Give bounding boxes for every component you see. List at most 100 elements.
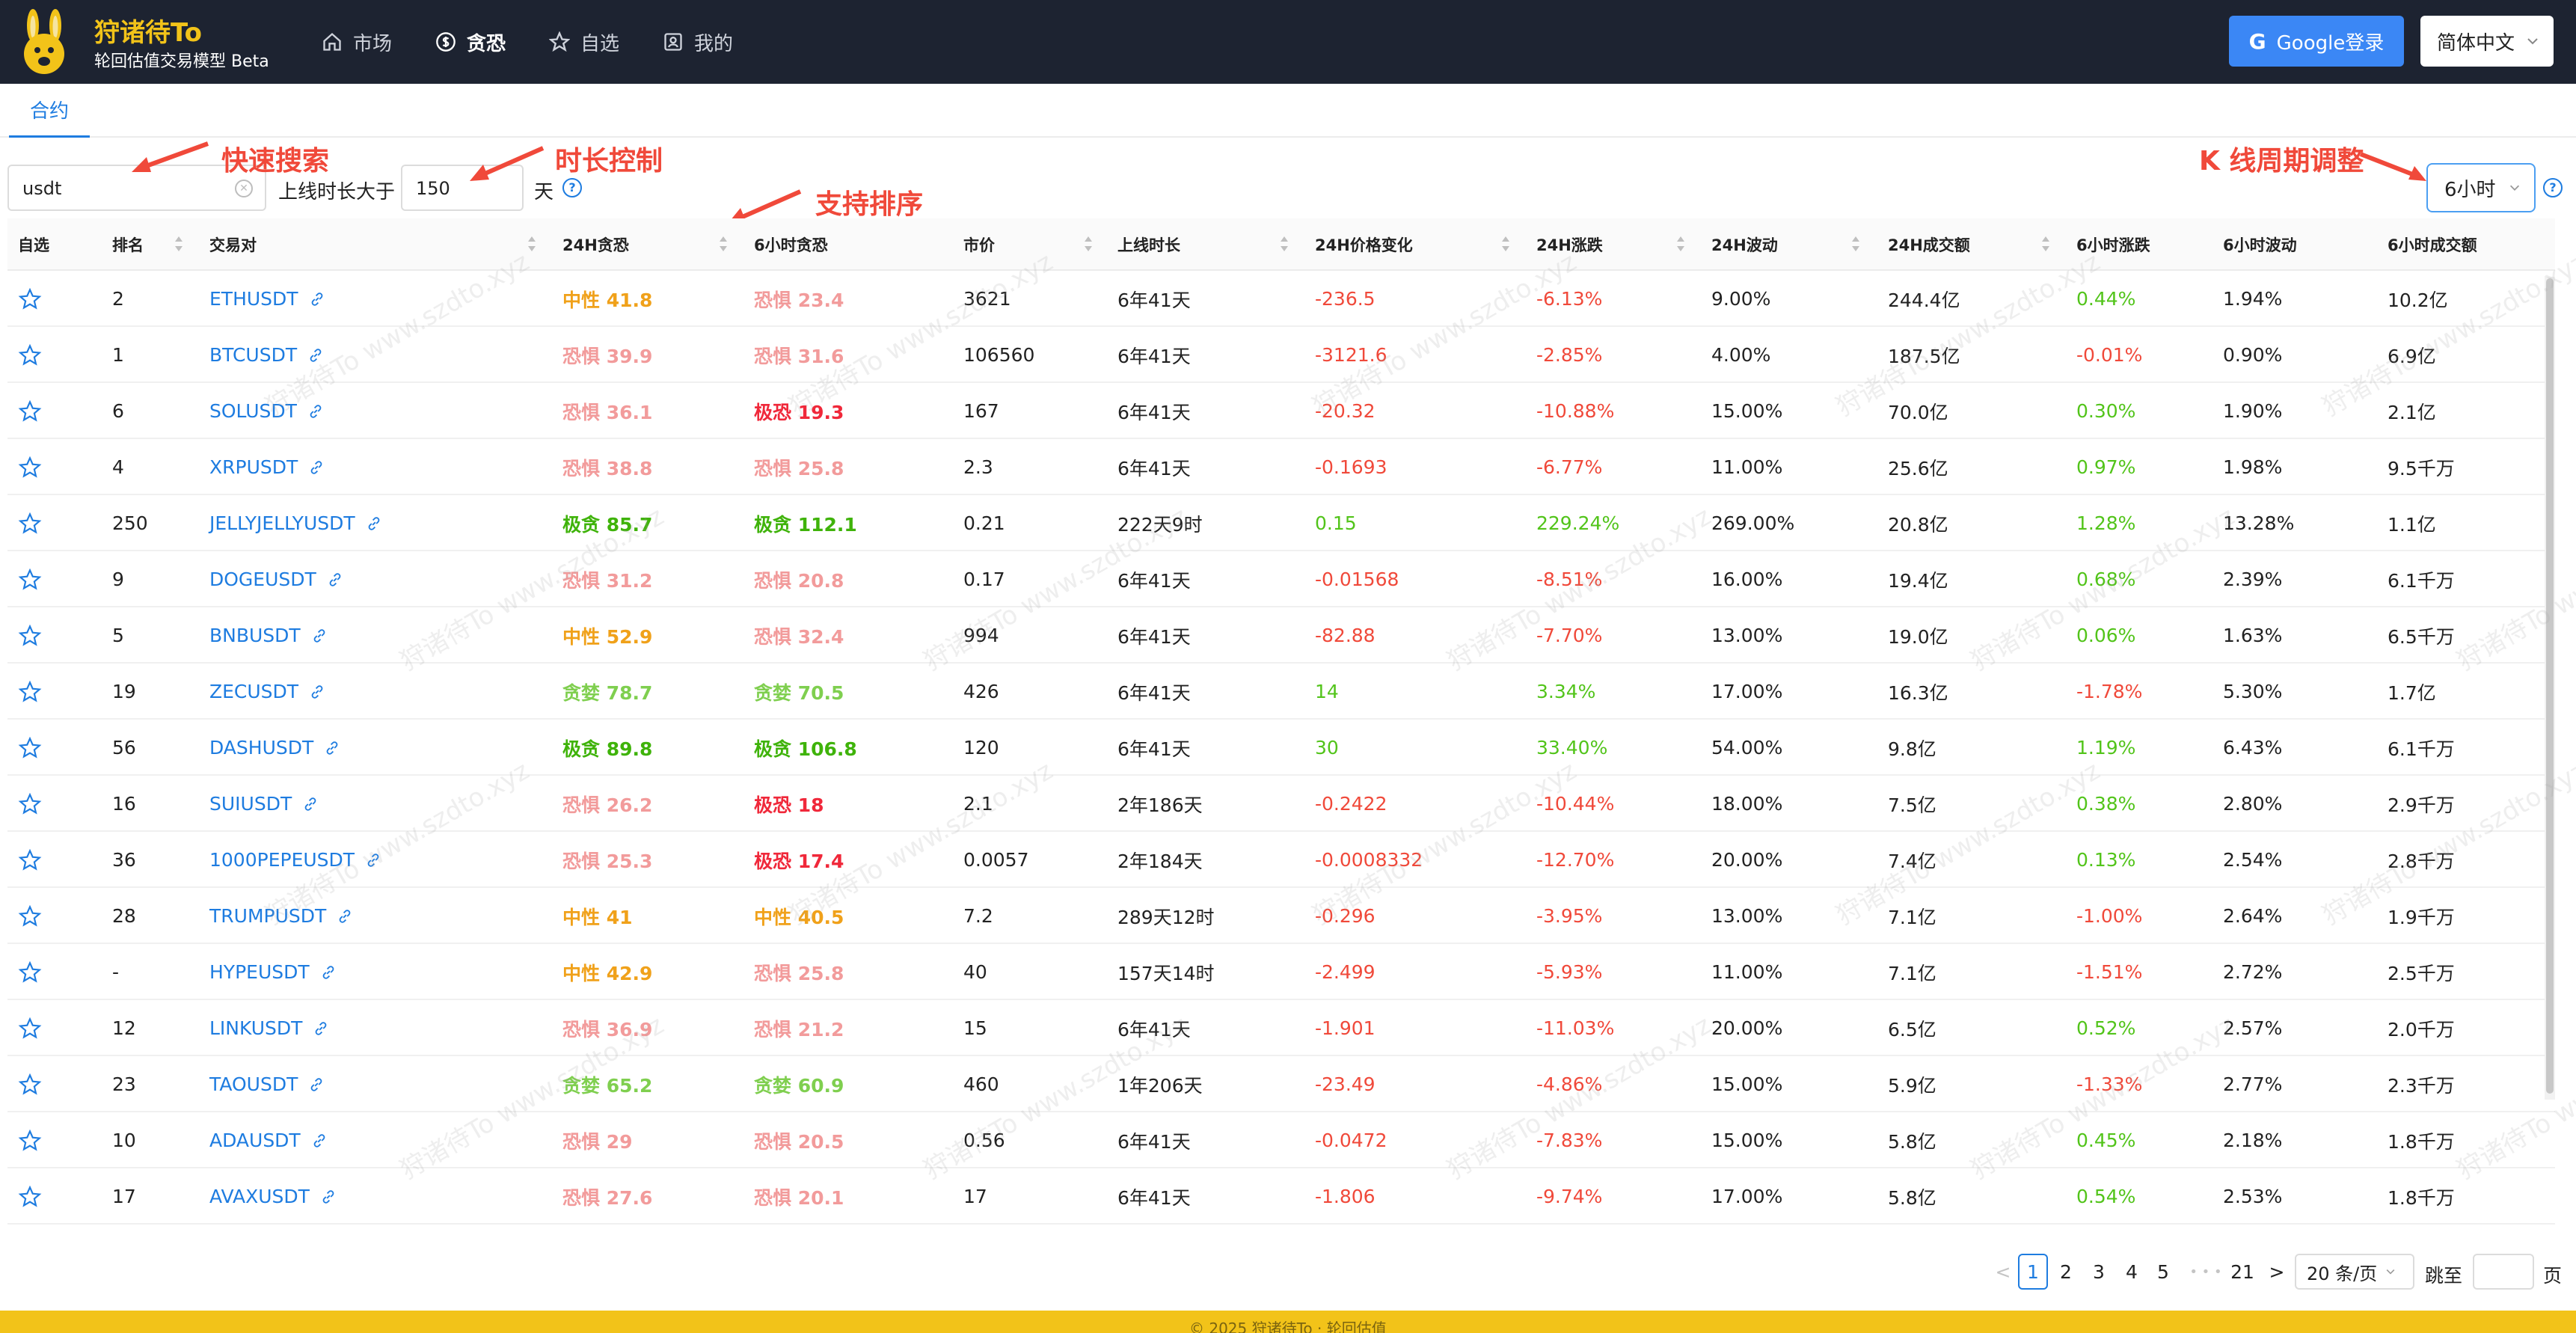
search-field[interactable]: ✕: [7, 165, 266, 211]
watch-toggle[interactable]: [18, 664, 42, 720]
table-row[interactable]: 9 DOGEUSDT 恐惧 31.2 恐惧 20.8 0.17 6年41天 -0.01568…: [7, 551, 2555, 607]
link-icon[interactable]: [313, 1020, 329, 1037]
nav-item-mine[interactable]: 我的: [663, 28, 733, 56]
page-ellipsis[interactable]: • • •: [2189, 1263, 2222, 1280]
sort-icon[interactable]: [174, 233, 184, 254]
page-button-3[interactable]: 3: [2093, 1260, 2105, 1283]
watch-toggle[interactable]: [18, 1112, 42, 1168]
page-button-4[interactable]: 4: [2126, 1260, 2138, 1283]
pair-link[interactable]: TRUMPUSDT: [209, 888, 353, 944]
link-icon[interactable]: [324, 740, 340, 756]
star-outline-icon[interactable]: [18, 1073, 42, 1097]
col-header-fg24[interactable]: 24H贪恐: [562, 236, 629, 254]
sort-icon[interactable]: [1279, 233, 1289, 254]
table-row[interactable]: 36 1000PEPEUSDT 恐惧 25.3 极恐 17.4 0.0057 2年184天…: [7, 832, 2555, 888]
link-icon[interactable]: [327, 571, 343, 588]
pair-link[interactable]: LINKUSDT: [209, 1000, 329, 1056]
language-select[interactable]: 简体中文: [2420, 16, 2554, 67]
table-row[interactable]: 6 SOLUSDT 恐惧 36.1 极恐 19.3 167 6年41天 -20.32 -10.…: [7, 383, 2555, 439]
pair-link[interactable]: ZECUSDT: [209, 664, 325, 720]
table-row[interactable]: 5 BNBUSDT 中性 52.9 恐惧 32.4 994 6年41天 -82.88 -7.7…: [7, 607, 2555, 664]
watch-toggle[interactable]: [18, 1000, 42, 1056]
next-page-button[interactable]: >: [2269, 1260, 2285, 1283]
pair-link[interactable]: DOGEUSDT: [209, 551, 343, 607]
page-button-5[interactable]: 5: [2157, 1260, 2169, 1283]
jump-page-input[interactable]: [2473, 1254, 2534, 1290]
table-row[interactable]: 19 ZECUSDT 贪婪 78.7 贪婪 70.5 426 6年41天 14 3.34% 17…: [7, 664, 2555, 720]
pair-link[interactable]: ETHUSDT: [209, 271, 325, 327]
pair-link[interactable]: SUIUSDT: [209, 776, 319, 832]
nav-item-fear-greed[interactable]: 贪恐: [435, 28, 506, 56]
link-icon[interactable]: [365, 852, 381, 868]
pair-link[interactable]: AVAXUSDT: [209, 1168, 337, 1225]
watch-toggle[interactable]: [18, 720, 42, 776]
sort-icon[interactable]: [1675, 233, 1686, 254]
col-header-vol6[interactable]: 6小时波动: [2223, 236, 2297, 254]
col-header-chg24[interactable]: 24H价格变化: [1315, 236, 1413, 254]
prev-page-button[interactable]: <: [1995, 1260, 2011, 1283]
star-outline-icon[interactable]: [18, 568, 42, 592]
watch-toggle[interactable]: [18, 1056, 42, 1112]
duration-field[interactable]: [401, 165, 524, 211]
sort-icon[interactable]: [718, 233, 729, 254]
link-icon[interactable]: [320, 964, 337, 981]
pair-link[interactable]: ADAUSDT: [209, 1112, 328, 1168]
search-input[interactable]: [22, 175, 232, 202]
pair-link[interactable]: SOLUSDT: [209, 383, 324, 439]
table-row[interactable]: 4 XRPUSDT 恐惧 38.8 恐惧 25.8 2.3 6年41天 -0.1693 -6.…: [7, 439, 2555, 495]
watch-toggle[interactable]: [18, 776, 42, 832]
col-header-vol24[interactable]: 24H波动: [1711, 236, 1778, 254]
link-icon[interactable]: [311, 628, 328, 644]
table-row[interactable]: 56 DASHUSDT 极贪 89.8 极贪 106.8 120 6年41天 30 33.40…: [7, 720, 2555, 776]
star-outline-icon[interactable]: [18, 960, 42, 984]
page-button-last[interactable]: 21: [2230, 1260, 2254, 1283]
col-header-rank[interactable]: 排名: [112, 236, 144, 254]
watch-toggle[interactable]: [18, 327, 42, 383]
link-icon[interactable]: [337, 908, 353, 925]
star-outline-icon[interactable]: [18, 287, 42, 311]
pair-link[interactable]: BNBUSDT: [209, 607, 328, 664]
link-icon[interactable]: [309, 291, 325, 307]
sort-icon[interactable]: [1500, 233, 1511, 254]
col-header-age[interactable]: 上线时长: [1117, 236, 1180, 254]
tab-contract[interactable]: 合约: [9, 84, 90, 138]
link-icon[interactable]: [366, 515, 382, 532]
star-outline-icon[interactable]: [18, 399, 42, 423]
scrollbar-thumb[interactable]: [2546, 278, 2554, 1094]
table-scrollbar[interactable]: [2545, 277, 2555, 1100]
col-header-pct24[interactable]: 24H涨跌: [1536, 236, 1603, 254]
table-row[interactable]: 2 ETHUSDT 中性 41.8 恐惧 23.4 3621 6年41天 -236.5 -6.…: [7, 271, 2555, 327]
star-outline-icon[interactable]: [18, 1017, 42, 1041]
link-icon[interactable]: [302, 796, 319, 812]
star-outline-icon[interactable]: [18, 680, 42, 704]
link-icon[interactable]: [309, 684, 325, 700]
col-header-pct6[interactable]: 6小时涨跌: [2076, 236, 2150, 254]
nav-item-watchlist[interactable]: 自选: [549, 28, 619, 56]
watch-toggle[interactable]: [18, 551, 42, 607]
nav-item-market[interactable]: 市场: [322, 28, 392, 56]
page-size-select[interactable]: 20 条/页: [2295, 1254, 2414, 1290]
star-outline-icon[interactable]: [18, 343, 42, 367]
link-icon[interactable]: [307, 347, 324, 364]
duration-help-icon[interactable]: ?: [562, 178, 582, 197]
clear-icon[interactable]: ✕: [235, 180, 253, 197]
col-header-amt24[interactable]: 24H成交额: [1888, 236, 1970, 254]
star-outline-icon[interactable]: [18, 456, 42, 479]
star-outline-icon[interactable]: [18, 904, 42, 928]
star-outline-icon[interactable]: [18, 1185, 42, 1209]
watch-toggle[interactable]: [18, 1168, 42, 1225]
pair-link[interactable]: 1000PEPEUSDT: [209, 832, 381, 888]
watch-toggle[interactable]: [18, 383, 42, 439]
link-icon[interactable]: [308, 459, 325, 476]
col-header-amt6[interactable]: 6小时成交额: [2388, 236, 2477, 254]
table-row[interactable]: 28 TRUMPUSDT 中性 41 中性 40.5 7.2 289天12时 -0.296 -…: [7, 888, 2555, 944]
link-icon[interactable]: [320, 1189, 337, 1205]
col-header-pair[interactable]: 交易对: [209, 236, 257, 254]
star-outline-icon[interactable]: [18, 1129, 42, 1153]
pair-link[interactable]: DASHUSDT: [209, 720, 340, 776]
sort-icon[interactable]: [527, 233, 537, 254]
sort-icon[interactable]: [1083, 233, 1094, 254]
star-outline-icon[interactable]: [18, 792, 42, 816]
table-row[interactable]: 250 JELLYJELLYUSDT 极贪 85.7 极贪 112.1 0.21 222天…: [7, 495, 2555, 551]
pair-link[interactable]: XRPUSDT: [209, 439, 325, 495]
